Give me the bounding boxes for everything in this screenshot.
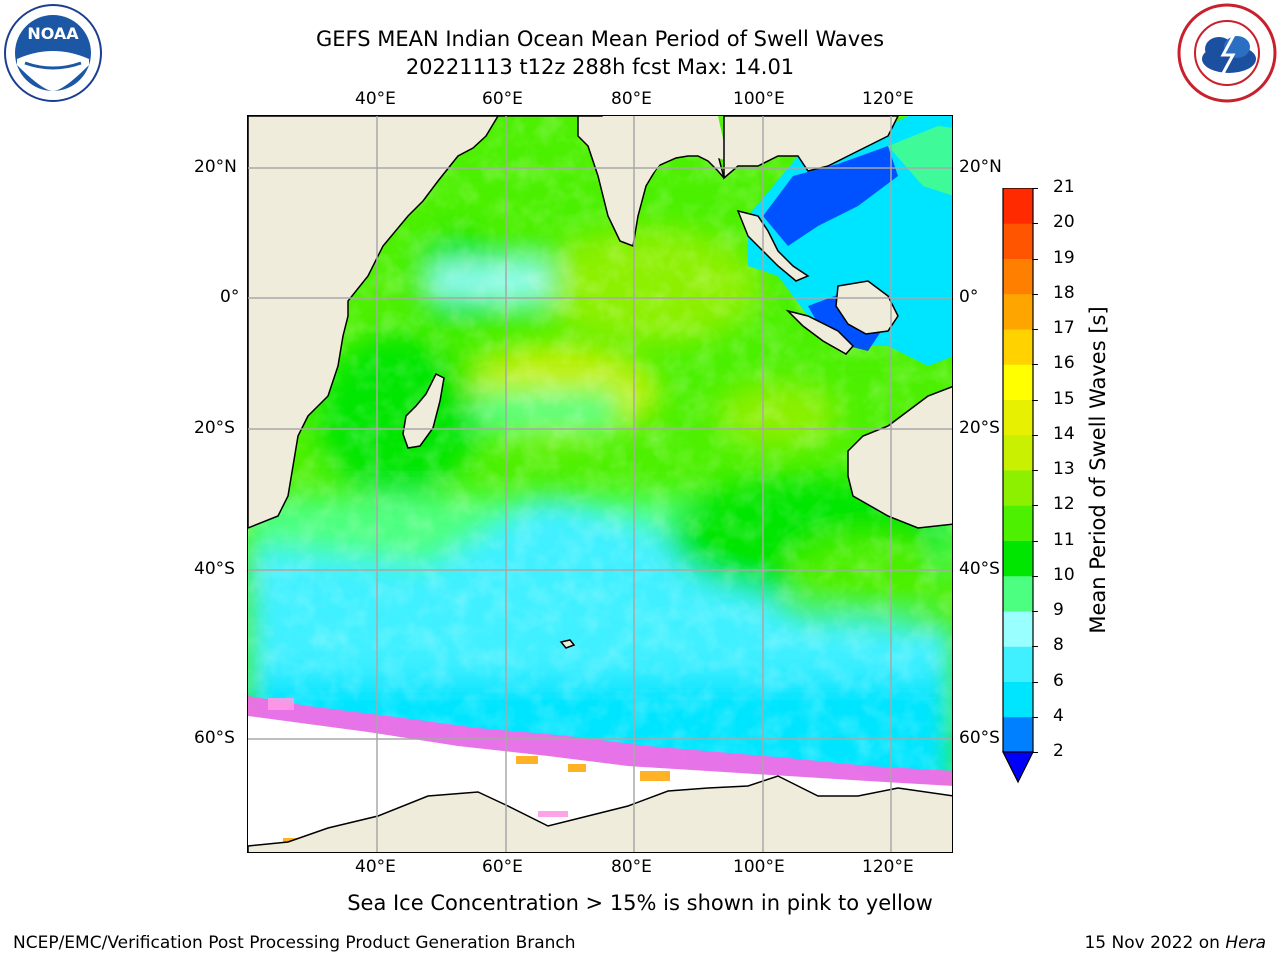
sumatra <box>785 309 855 355</box>
colorbar-tick-label: 10 <box>1053 564 1075 585</box>
map-panel <box>247 115 953 853</box>
colorbar-segment <box>1003 611 1033 647</box>
colorbar-tick-mark <box>1032 752 1038 753</box>
lon-label-bottom-60e: 60°E <box>482 857 523 877</box>
colorbar-tick-mark <box>1032 505 1038 507</box>
colorbar-tick-mark <box>1032 681 1038 683</box>
lat-label-left-60s: 60°S <box>194 728 235 748</box>
lat-label-right-20s: 20°S <box>959 418 1000 438</box>
colorbar-segment <box>1003 399 1033 436</box>
lat-label-left-0: 0° <box>220 287 240 307</box>
lat-label-left-40s: 40°S <box>194 559 235 579</box>
lon-label-top-80e: 80°E <box>611 89 652 109</box>
colorbar-tick-label: 19 <box>1053 247 1075 268</box>
colorbar-segment <box>1003 223 1033 259</box>
colorbar-ticks: 2 4 6 8 9 10 11 12 13 14 15 16 17 18 19 20 21 <box>1032 177 1090 770</box>
colorbar-underflow-arrow <box>1002 751 1034 784</box>
africa-arabia <box>248 116 499 529</box>
lat-label-right-20n: 20°N <box>959 157 1002 177</box>
colorbar-segment <box>1003 575 1033 612</box>
colorbar-segment <box>1003 329 1033 365</box>
lon-label-top-100e: 100°E <box>733 89 785 109</box>
australia <box>847 385 952 529</box>
noaa-logo: NOAA <box>3 3 103 103</box>
india-peninsula <box>586 116 728 238</box>
colorbar-tick-mark <box>1032 223 1038 225</box>
colorbar-tick-label: 15 <box>1053 388 1075 409</box>
colorbar-tick-label: 21 <box>1053 177 1075 197</box>
footer-credit: NCEP/EMC/Verification Post Processing Pr… <box>13 933 576 953</box>
colorbar-tick-label: 11 <box>1053 529 1075 550</box>
map-title: GEFS MEAN Indian Ocean Mean Period of Sw… <box>315 27 885 51</box>
lon-label-bottom-100e: 100°E <box>733 857 785 877</box>
map-canvas <box>248 116 952 852</box>
lat-label-right-60s: 60°S <box>959 728 1000 748</box>
lon-label-bottom-80e: 80°E <box>611 857 652 877</box>
colorbar-tick-label: 4 <box>1053 705 1064 726</box>
colorbar-tick-mark <box>1032 293 1038 295</box>
colorbar-tick-label: 17 <box>1053 318 1075 338</box>
colorbar-segment <box>1003 540 1033 577</box>
lon-label-bottom-40e: 40°E <box>355 857 396 877</box>
colorbar-tick-mark <box>1032 329 1038 330</box>
colorbar-tick-mark <box>1032 540 1038 542</box>
footer-host: Hera <box>1225 933 1266 953</box>
colorbar-tick-mark <box>1032 716 1038 718</box>
antarctica <box>248 775 952 852</box>
colorbar-segment <box>1003 258 1033 295</box>
southeast-asia <box>723 116 899 180</box>
colorbar-tick-mark <box>1032 470 1038 471</box>
graticule <box>248 116 952 852</box>
malay-peninsula <box>736 209 810 282</box>
lat-label-left-20s: 20°S <box>194 418 235 438</box>
borneo <box>835 280 899 335</box>
colorbar-segment <box>1003 681 1033 718</box>
colorbar-tick-label: 18 <box>1053 282 1075 303</box>
colorbar-tick-label: 8 <box>1053 635 1064 656</box>
colorbar-tick-mark <box>1032 188 1038 189</box>
colorbar-tick-mark <box>1032 611 1038 612</box>
lat-label-right-0: 0° <box>959 287 979 307</box>
colorbar-tick-label: 14 <box>1053 423 1075 444</box>
lon-label-bottom-120e: 120°E <box>862 857 914 877</box>
colorbar-label: Mean Period of Swell Waves [s] <box>1086 306 1110 634</box>
colorbar-tick-label: 20 <box>1053 212 1075 233</box>
lat-label-left-20n: 20°N <box>194 157 237 177</box>
colorbar-tick-mark <box>1032 434 1038 436</box>
kerguelen-island <box>559 639 576 649</box>
colorbar-tick-label: 2 <box>1053 741 1064 761</box>
colorbar-tick-label: 13 <box>1053 459 1075 479</box>
colorbar-segment <box>1003 716 1033 753</box>
colorbar-segment <box>1003 434 1033 471</box>
colorbar <box>1002 187 1034 784</box>
colorbar-tick-label: 6 <box>1053 670 1064 691</box>
colorbar-tick-label: 9 <box>1053 600 1064 620</box>
lon-label-top-120e: 120°E <box>862 89 914 109</box>
colorbar-tick-mark <box>1032 575 1038 577</box>
colorbar-tick-mark <box>1032 258 1038 260</box>
colorbar-tick-label: 12 <box>1053 494 1075 515</box>
lon-label-top-60e: 60°E <box>482 89 523 109</box>
footer-date: 15 Nov 2022 on Hera <box>1084 933 1266 953</box>
colorbar-segment <box>1003 293 1033 330</box>
colorbar-segment <box>1003 646 1033 682</box>
colorbar-tick-mark <box>1032 364 1038 366</box>
sea-ice-note: Sea Ice Concentration > 15% is shown in … <box>347 891 933 915</box>
noaa-logo-text: NOAA <box>27 24 79 43</box>
nws-logo <box>1177 3 1277 103</box>
map-subtitle: 20221113 t12z 288h fcst Max: 14.01 <box>405 55 795 79</box>
lon-label-top-40e: 40°E <box>355 89 396 109</box>
colorbar-tick-mark <box>1032 646 1038 648</box>
colorbar-segment <box>1003 470 1033 506</box>
colorbar-segment <box>1003 505 1033 541</box>
footer-date-text: 15 Nov 2022 on <box>1084 933 1226 953</box>
lat-label-right-40s: 40°S <box>959 559 1000 579</box>
colorbar-segment <box>1003 188 1033 224</box>
colorbar-segment <box>1003 364 1033 400</box>
land-masses <box>248 116 952 852</box>
colorbar-tick-mark <box>1032 399 1038 401</box>
colorbar-tick-label: 16 <box>1053 353 1075 374</box>
